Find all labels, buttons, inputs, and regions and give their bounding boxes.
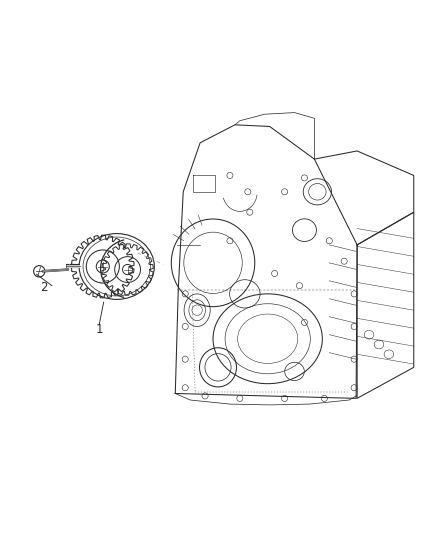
Text: 1: 1 (95, 322, 103, 336)
Text: 2: 2 (40, 281, 48, 294)
